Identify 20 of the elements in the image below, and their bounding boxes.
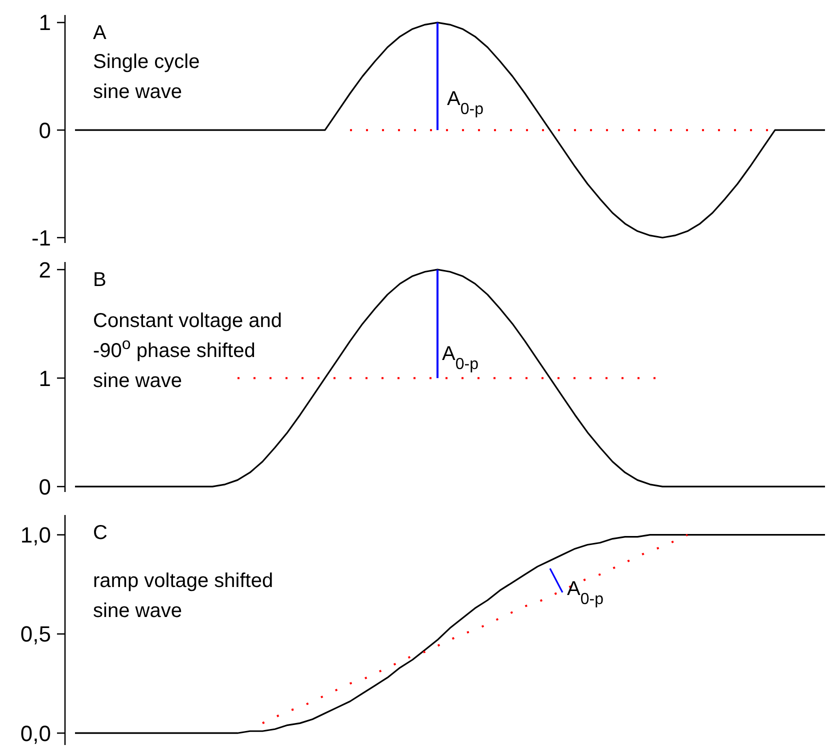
y-tick-label: 0 xyxy=(38,474,51,500)
chart-title: A xyxy=(93,22,107,44)
y-tick-label: 1,0 xyxy=(20,522,51,548)
y-tick-label: 0 xyxy=(38,118,51,143)
line-series xyxy=(74,268,826,488)
y-tick-label: 2 xyxy=(38,257,51,282)
annotation: A$_{0-p}$ xyxy=(442,343,479,372)
annotation: A$_{0-p}$ xyxy=(447,88,484,118)
chart-title: B xyxy=(93,269,106,291)
y-tick-label: -1 xyxy=(31,225,51,250)
annotation: A$_{0-p}$ xyxy=(567,578,604,608)
y-tick-label: 0,0 xyxy=(20,720,51,746)
annotation: Constant voltage and -90$^{o}$ phase shifted sine wave xyxy=(93,310,282,392)
y-tick-label: 0,5 xyxy=(20,622,51,647)
y-tick-label: 1 xyxy=(38,366,51,391)
annotation: Single cycle sine wave xyxy=(93,51,200,103)
chart-title: C xyxy=(93,522,108,544)
annotation: ramp voltage shifted sine wave xyxy=(93,570,274,622)
y-tick-label: 1 xyxy=(38,10,51,36)
line-series xyxy=(74,22,826,238)
